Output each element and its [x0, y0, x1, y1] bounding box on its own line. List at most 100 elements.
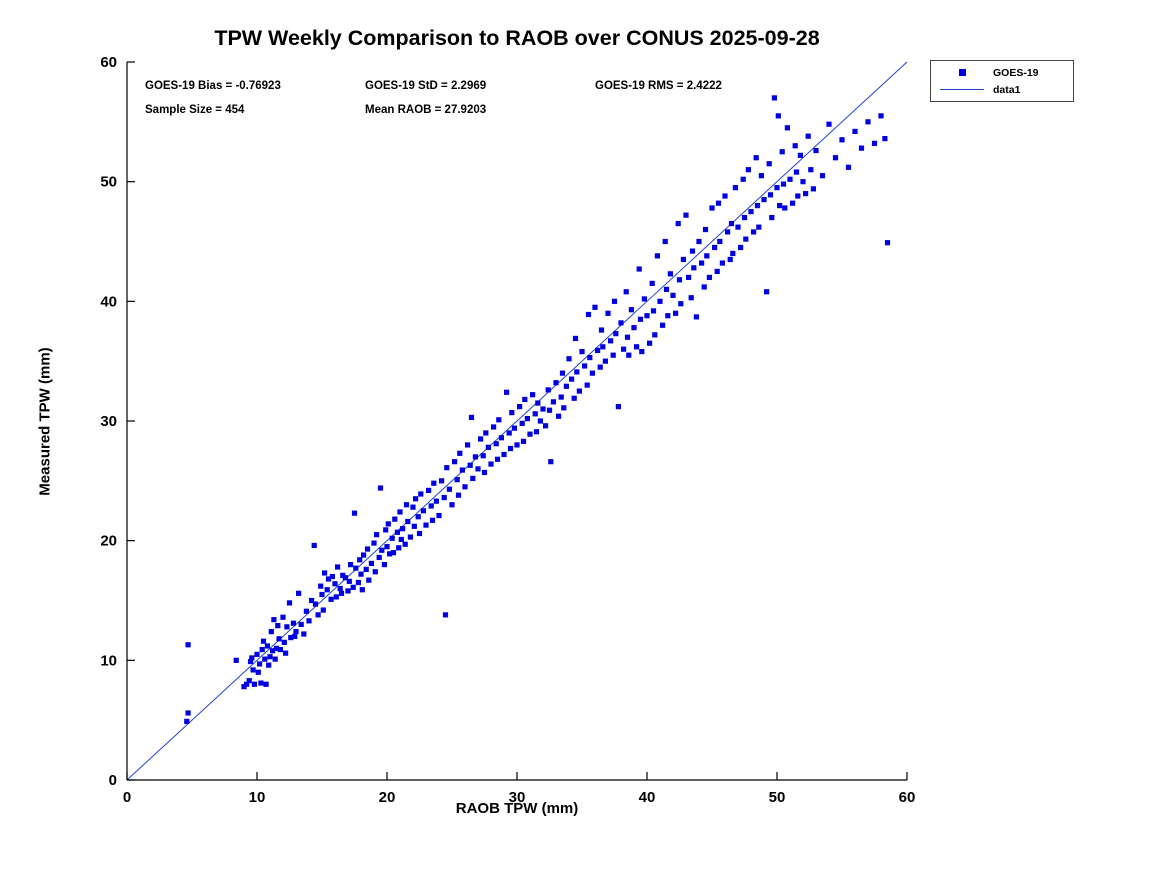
- scatter-point: [676, 277, 683, 283]
- scatter-point: [416, 530, 423, 537]
- scatter-point: [819, 173, 826, 179]
- scatter-point: [712, 244, 718, 251]
- scatter-point: [280, 614, 286, 620]
- scatter-point: [689, 248, 696, 254]
- scatter-point: [589, 370, 595, 376]
- legend-label-data1: data1: [993, 83, 1021, 96]
- scatter-point: [292, 633, 298, 639]
- scatter-point: [758, 173, 764, 179]
- scatter-point: [413, 496, 419, 502]
- scatter-point: [397, 509, 403, 515]
- scatter-point: [491, 424, 497, 430]
- scatter-point: [546, 407, 553, 413]
- scatter-point: [727, 256, 733, 263]
- scatter-point: [566, 356, 572, 362]
- scatter-point: [732, 185, 738, 191]
- scatter-point: [385, 521, 391, 527]
- scatter-point: [754, 203, 761, 209]
- scatter-point: [301, 631, 307, 637]
- scatter-point: [595, 347, 601, 353]
- x-tick-label: 10: [249, 789, 266, 806]
- scatter-point: [272, 656, 278, 662]
- scatter-point: [571, 395, 577, 401]
- scatter-point: [615, 404, 621, 410]
- scatter-point: [576, 388, 582, 394]
- scatter-point: [699, 260, 705, 266]
- scatter-point: [559, 370, 566, 376]
- scatter-point: [351, 510, 358, 516]
- chart-title: TPW Weekly Comparison to RAOB over CONUS…: [214, 26, 820, 50]
- scatter-point: [652, 332, 658, 338]
- scatter-point: [584, 382, 590, 388]
- scatter-point: [871, 140, 878, 146]
- scatter-point: [610, 352, 616, 358]
- stat-mean-raob: Mean RAOB = 27.9203: [365, 104, 487, 116]
- scatter-point: [520, 438, 527, 444]
- scatter-point: [569, 376, 575, 382]
- scatter-point: [522, 396, 528, 403]
- scatter-point: [332, 581, 338, 587]
- scatter-point: [325, 576, 332, 582]
- scatter-point: [771, 95, 777, 101]
- scatter-point: [766, 161, 772, 167]
- scatter-point: [403, 502, 410, 508]
- scatter-point: [618, 320, 624, 326]
- scatter-point: [433, 498, 439, 504]
- scatter-point: [268, 629, 274, 635]
- scatter-point: [377, 485, 384, 491]
- identity-line: [126, 61, 908, 781]
- legend-box: GOES-19 data1: [930, 60, 1074, 102]
- y-axis-label: Measured TPW (mm): [36, 347, 54, 496]
- scatter-point: [631, 325, 637, 331]
- scatter-point: [407, 534, 413, 540]
- scatter-point: [361, 552, 367, 558]
- scatter-point: [561, 405, 567, 411]
- scatter-point: [548, 459, 554, 465]
- scatter-point: [779, 149, 785, 155]
- scatter-point: [775, 113, 781, 119]
- y-tick-label: 0: [109, 772, 117, 789]
- scatter-point: [366, 577, 372, 583]
- scatter-point: [797, 152, 803, 158]
- scatter-point: [517, 404, 523, 410]
- scatter-point: [459, 467, 465, 473]
- scatter-point: [472, 454, 478, 460]
- scatter-point: [543, 423, 549, 429]
- scatter-point: [641, 296, 647, 302]
- y-tick-label: 50: [100, 174, 117, 191]
- scatter-point: [306, 618, 312, 624]
- scatter-point: [400, 526, 406, 532]
- scatter-point: [481, 469, 488, 476]
- scatter-point: [813, 147, 819, 154]
- scatter-point: [251, 681, 257, 687]
- scatter-point: [808, 167, 814, 173]
- y-tick-label: 40: [100, 293, 117, 310]
- scatter-point: [597, 364, 603, 370]
- scatter-point: [579, 348, 585, 355]
- scatter-point: [328, 596, 334, 602]
- scatter-point: [782, 205, 788, 211]
- scatter-point: [519, 420, 525, 426]
- scatter-point: [342, 575, 348, 581]
- scatter-point: [494, 456, 501, 462]
- scatter-point: [714, 268, 720, 275]
- scatter-point: [446, 486, 452, 492]
- square-marker-icon: [958, 69, 966, 76]
- scatter-point: [284, 624, 290, 630]
- scatter-point: [769, 214, 775, 221]
- scatter-point: [810, 186, 816, 192]
- scatter-point: [826, 121, 832, 127]
- scatter-point: [533, 429, 540, 435]
- stat-rms: GOES-19 RMS = 2.4222: [595, 80, 722, 92]
- scatter-point: [745, 167, 751, 173]
- scatter-point: [364, 546, 371, 552]
- scatter-point: [667, 271, 673, 277]
- x-axis-label: RAOB TPW (mm): [455, 800, 579, 817]
- scatter-point: [303, 608, 309, 614]
- scatter-point: [259, 646, 265, 653]
- scatter-point: [678, 301, 684, 307]
- scatter-point: [740, 176, 746, 182]
- scatter-point: [392, 516, 398, 522]
- scatter-point: [795, 193, 801, 199]
- scatter-point: [371, 540, 377, 546]
